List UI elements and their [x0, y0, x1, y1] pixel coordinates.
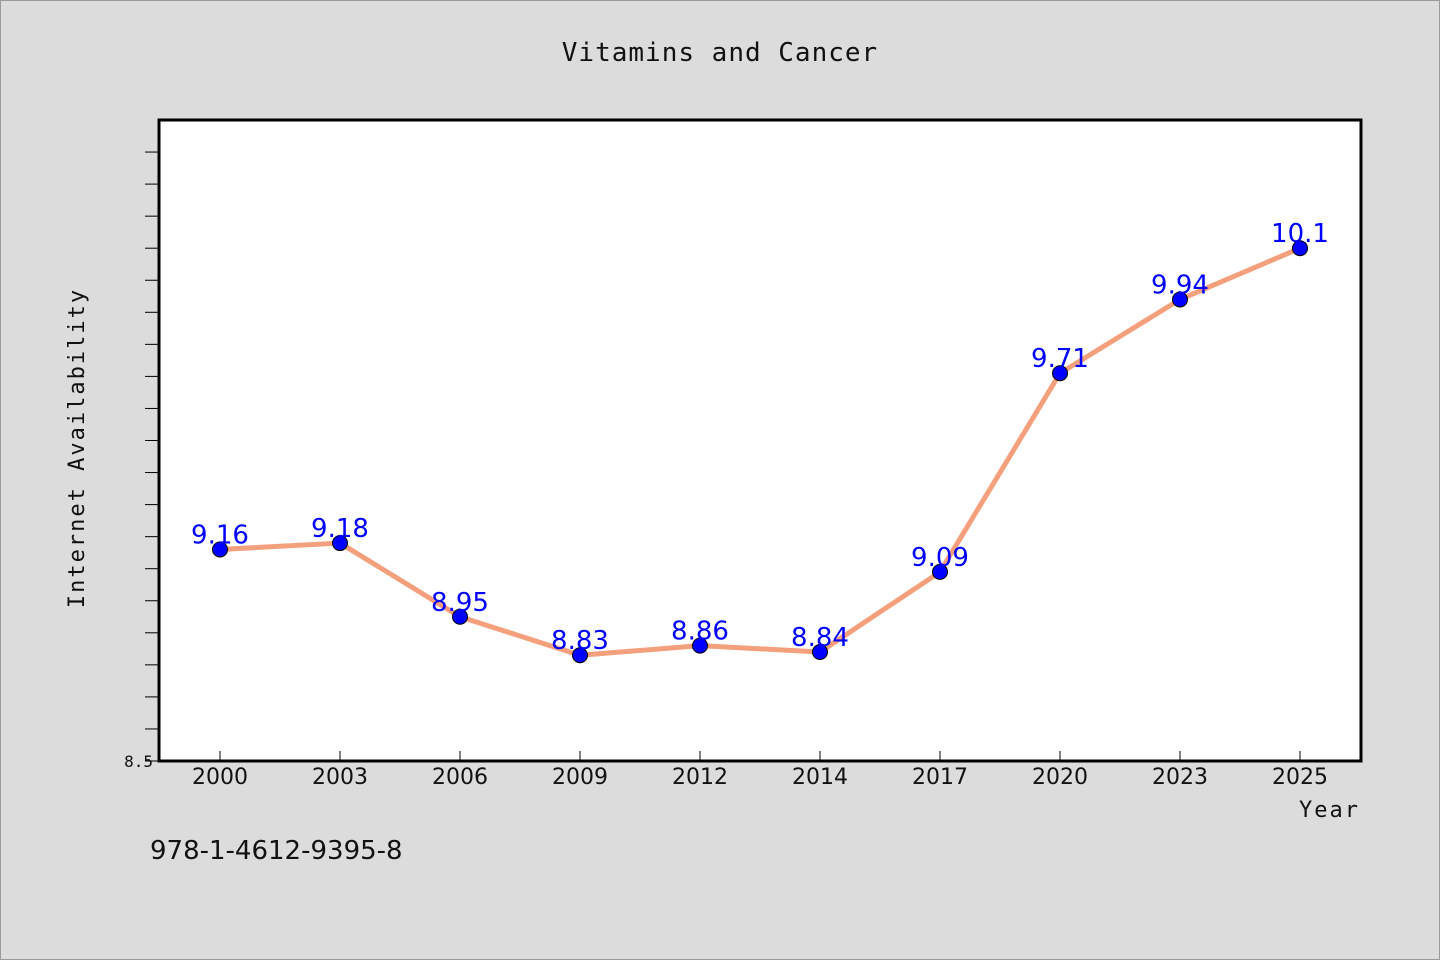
data-point-2014 [812, 644, 828, 661]
x-tick-label-2003: 2003 [312, 765, 368, 790]
data-label-2012: 8.86 [671, 617, 729, 647]
x-axis-ticks: 2000 2003 2006 2009 2012 2014 2017 2020 2023 2025 [192, 751, 1328, 790]
data-label-2020: 9.71 [1031, 344, 1089, 374]
x-axis-label: Year [1299, 798, 1360, 823]
data-point-2006 [452, 608, 468, 625]
x-tick-label-2020: 2020 [1032, 765, 1088, 790]
y-tick-label: 8.5 [124, 752, 153, 771]
x-tick-label-2017: 2017 [912, 765, 968, 790]
series-line [219, 245, 1301, 658]
data-label-2000: 9.16 [191, 520, 249, 550]
data-label-2014: 8.84 [791, 623, 849, 653]
y-axis-ticks: 8.5 [124, 151, 158, 771]
data-point-2000 [212, 541, 228, 558]
isbn-code: 978-1-4612-9395-8 [150, 836, 403, 866]
data-label-2025: 10.1 [1271, 219, 1329, 249]
x-tick-label-2009: 2009 [552, 765, 608, 790]
data-label-2023: 9.94 [1151, 270, 1209, 300]
data-label-2003: 9.18 [311, 514, 369, 544]
data-label-2009: 8.83 [551, 626, 609, 656]
x-tick-label-2006: 2006 [432, 765, 488, 790]
data-label-2017: 9.09 [911, 543, 969, 573]
data-point-2012 [692, 637, 708, 654]
x-tick-label-2014: 2014 [792, 765, 848, 790]
data-point-2009 [572, 647, 588, 664]
data-point-2017 [932, 563, 948, 580]
data-markers [212, 240, 1308, 664]
chart-title: Vitamins and Cancer [562, 38, 878, 68]
x-tick-label-2000: 2000 [192, 765, 248, 790]
x-tick-label-2025: 2025 [1272, 765, 1328, 790]
x-tick-label-2023: 2023 [1152, 765, 1208, 790]
data-point-2003 [332, 535, 348, 552]
data-point-2025 [1292, 240, 1308, 257]
data-point-2023 [1172, 291, 1188, 308]
y-axis-label: Internet Availability [65, 288, 90, 608]
plot-area [157, 118, 1363, 763]
data-label-2006: 8.95 [431, 588, 489, 618]
data-point-2020 [1052, 365, 1068, 382]
x-tick-label-2012: 2012 [672, 765, 728, 790]
data-labels: 9.16 9.18 8.95 8.83 8.86 8.84 9.09 9.71 9.94 10.1 [191, 219, 1329, 656]
